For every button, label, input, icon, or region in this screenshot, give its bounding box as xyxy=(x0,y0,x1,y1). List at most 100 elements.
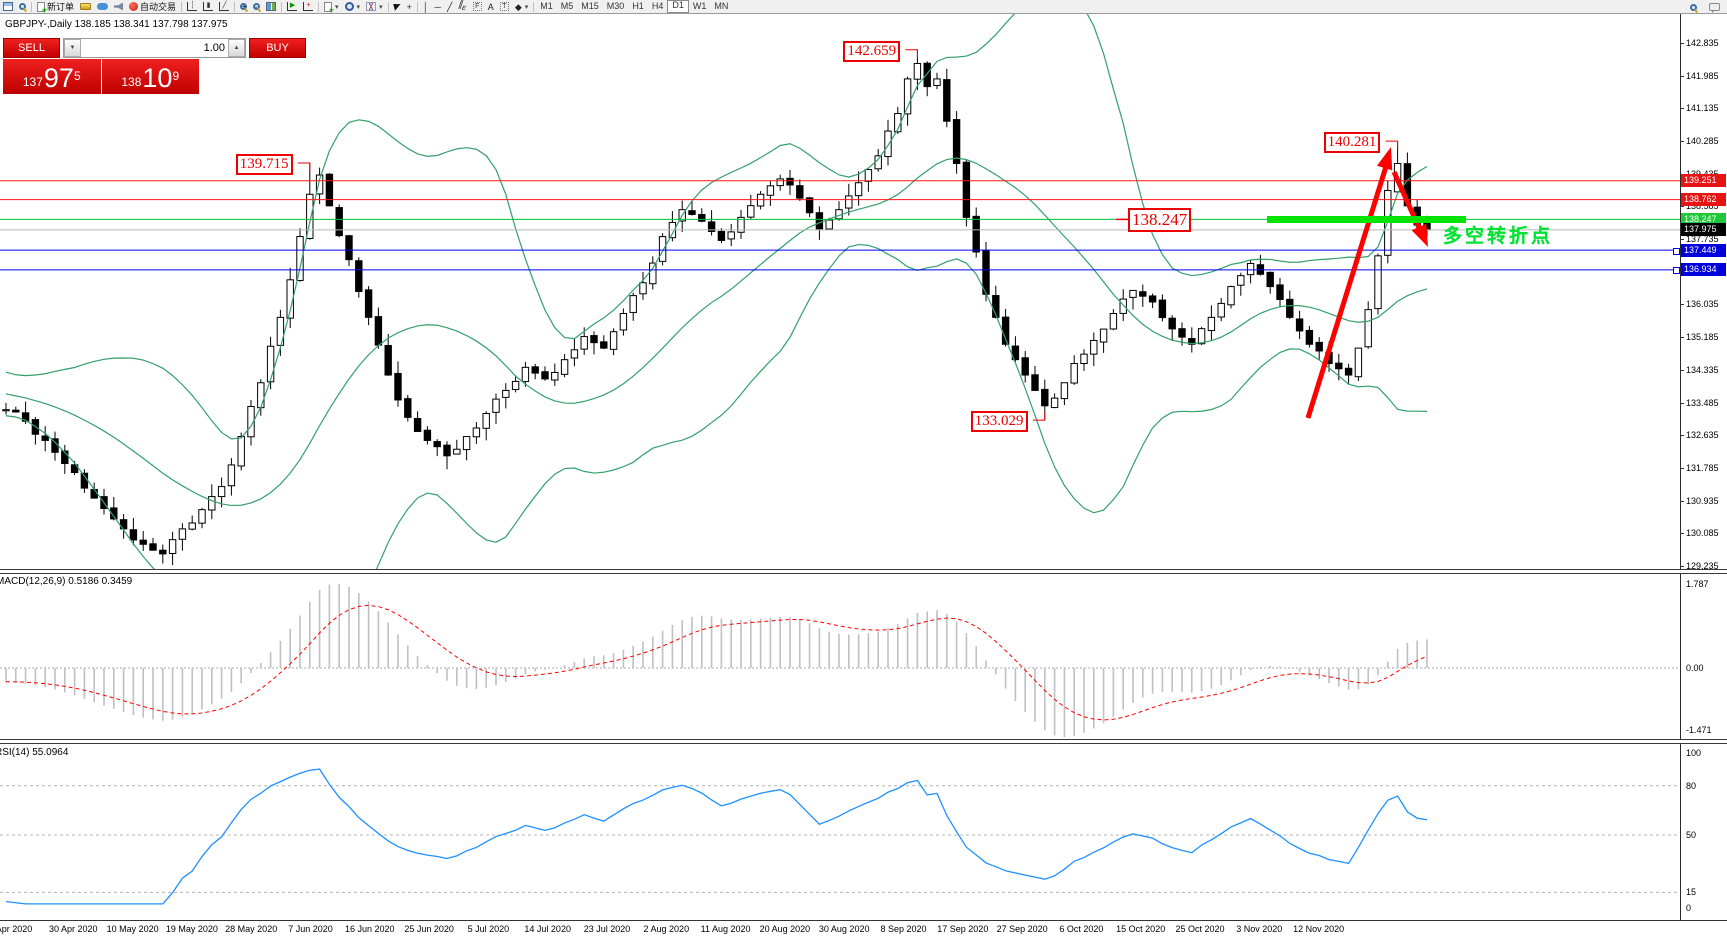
equidistant-channel-button[interactable]: ∥E xyxy=(455,0,470,13)
auto-scroll-button[interactable]: ▶ xyxy=(284,1,300,13)
volume-increase-button[interactable]: ▲ xyxy=(228,39,245,57)
zoom-in-button[interactable]: + xyxy=(237,1,250,13)
hline-handle[interactable] xyxy=(1673,267,1680,275)
rsi-axis-label: 15 xyxy=(1686,887,1697,898)
date-axis-label: 7 Jun 2020 xyxy=(288,924,333,934)
price-axis-label: 133.485 xyxy=(1686,397,1719,408)
panel-splitter[interactable] xyxy=(0,569,1727,574)
date-axis-label: 3 Nov 2020 xyxy=(1236,924,1283,934)
chart-window-button[interactable] xyxy=(0,0,16,13)
timeframe-w1-button[interactable]: W1 xyxy=(692,1,707,11)
timeframe-d1-button[interactable]: D1 xyxy=(667,0,689,13)
hline-axis-box: 139.251 xyxy=(1681,174,1726,188)
horizontal-line-icon: ─ xyxy=(434,1,441,12)
price-annotation[interactable]: 138.247 xyxy=(1128,207,1192,232)
chat-button[interactable] xyxy=(1706,1,1723,13)
date-axis-label: 27 Sep 2020 xyxy=(996,924,1048,934)
crosshair-button[interactable]: + xyxy=(404,1,415,13)
search-button[interactable] xyxy=(1687,1,1700,13)
timeframe-m1-button[interactable]: M1 xyxy=(540,1,553,11)
shapes-dropdown-icon[interactable]: ▾ xyxy=(524,3,529,11)
periods-button[interactable]: ▾ xyxy=(342,1,364,13)
mql5-community-button[interactable] xyxy=(94,1,111,13)
text-label-button[interactable]: T xyxy=(497,1,512,13)
text-button[interactable]: A xyxy=(485,1,497,13)
rsi-axis-label: 80 xyxy=(1686,780,1697,791)
turning-point-note[interactable]: 多空转折点 xyxy=(1443,225,1554,247)
volume-input[interactable] xyxy=(81,39,228,57)
price-annotation[interactable]: 142.659 xyxy=(843,40,901,62)
price-axis-line xyxy=(1680,14,1681,920)
panel-splitter[interactable] xyxy=(0,739,1727,744)
price-axis-label: 142.835 xyxy=(1686,37,1719,48)
templates-button[interactable]: ▾ xyxy=(363,1,386,13)
broadcast-icon xyxy=(114,2,124,11)
sell-price-panel[interactable]: 137 97 5 xyxy=(3,59,101,94)
horizontal-line-button[interactable]: ─ xyxy=(431,1,443,13)
trendline-button[interactable]: ╱ xyxy=(444,1,455,13)
fibonacci-retracement-button[interactable]: F xyxy=(470,1,485,13)
bar-chart-mode-button[interactable]: ┆ xyxy=(184,1,200,13)
toolbar: + 新订单 自动交易 ┆ ▮ ╱ + - ▶ + + ▾ ▾ ▾ + │ ─ ╱ ∥E F A T ◆ ▾ M1 M5 M15 M30… xyxy=(0,0,1727,14)
indicators-list-button[interactable]: + ▾ xyxy=(321,1,342,14)
buy-price-panel[interactable]: 138 10 9 xyxy=(101,59,199,94)
date-axis-label: 12 Nov 2020 xyxy=(1293,924,1345,934)
timeframe-h4-button[interactable]: H4 xyxy=(651,1,664,11)
cursor-button[interactable] xyxy=(391,1,404,13)
date-axis-label: 23 Jul 2020 xyxy=(583,924,631,934)
shapes-button[interactable]: ◆ ▾ xyxy=(512,1,531,13)
macd-values: 0.5186 0.3459 xyxy=(68,576,133,587)
sell-button[interactable]: SELL xyxy=(3,38,60,58)
date-axis-label: 30 Apr 2020 xyxy=(49,924,98,934)
date-axis-label: 14 Jul 2020 xyxy=(524,924,571,934)
current-price-axis-box: 137.975 xyxy=(1681,223,1726,237)
timeframe-mn-button[interactable]: MN xyxy=(714,1,729,11)
candlestick-mode-button[interactable]: ▮ xyxy=(200,1,216,13)
macd-panel[interactable] xyxy=(0,574,1680,739)
price-annotation[interactable]: 133.029 xyxy=(970,411,1028,433)
periods-dropdown-icon[interactable]: ▾ xyxy=(356,3,361,11)
crosshair-icon: + xyxy=(406,1,412,12)
broadcast-button[interactable] xyxy=(111,1,126,13)
chart-shift-button[interactable]: + xyxy=(300,1,316,13)
cursor-icon xyxy=(392,2,402,11)
support-zone-bar[interactable] xyxy=(1267,215,1466,223)
line-chart-mode-button[interactable]: ╱ xyxy=(216,1,232,13)
date-axis[interactable]: Apr 2020 30 Apr 2020 10 May 2020 19 May 202… xyxy=(0,921,1727,938)
buy-price-prefix: 138 xyxy=(121,75,142,89)
timeframe-m30-button[interactable]: M30 xyxy=(606,1,625,11)
price-axis-tick xyxy=(1680,369,1684,371)
chart-preview-button[interactable] xyxy=(16,1,29,13)
zoom-out-button[interactable]: - xyxy=(250,1,263,13)
templates-dropdown-icon[interactable]: ▾ xyxy=(379,3,383,11)
timeframe-m15-button[interactable]: M15 xyxy=(581,1,599,11)
price-axis-label: 131.785 xyxy=(1686,462,1719,473)
timeframe-h1-button[interactable]: H1 xyxy=(632,1,644,11)
volume-decrease-button[interactable]: ▼ xyxy=(64,39,81,57)
timeframe-m5-button[interactable]: M5 xyxy=(560,1,574,11)
new-order-button[interactable]: + 新订单 xyxy=(34,1,77,14)
tile-windows-button[interactable] xyxy=(263,1,279,13)
sell-price-sup: 5 xyxy=(73,69,81,83)
buy-button[interactable]: BUY xyxy=(249,38,306,58)
auto-trading-button[interactable]: 自动交易 xyxy=(126,1,179,13)
gold-trading-button[interactable] xyxy=(77,1,94,13)
price-annotation[interactable]: 140.281 xyxy=(1323,132,1381,154)
vertical-line-button[interactable]: │ xyxy=(420,1,432,13)
price-axis-label: 136.035 xyxy=(1686,299,1719,310)
new-order-icon: + xyxy=(37,1,47,14)
price-axis-label: 140.285 xyxy=(1686,136,1719,147)
line-chart-mode-icon: ╱ xyxy=(219,2,230,11)
fibonacci-retracement-icon: F xyxy=(472,2,482,11)
price-chart[interactable] xyxy=(0,14,1680,569)
chart-title: GBPJPY-,Daily 138.185 138.341 137.798 13… xyxy=(5,19,228,30)
price-axis-tick xyxy=(1680,533,1684,535)
indicators-list-dropdown-icon[interactable]: ▾ xyxy=(335,3,339,11)
rsi-panel[interactable] xyxy=(0,744,1680,920)
hline-handle[interactable] xyxy=(1673,247,1680,255)
price-annotation[interactable]: 139.715 xyxy=(235,153,293,175)
volume-stepper: ▼ ▲ xyxy=(63,38,246,58)
auto-trading-label: 自动交易 xyxy=(140,2,177,12)
date-axis-label: 16 Jun 2020 xyxy=(345,924,395,934)
